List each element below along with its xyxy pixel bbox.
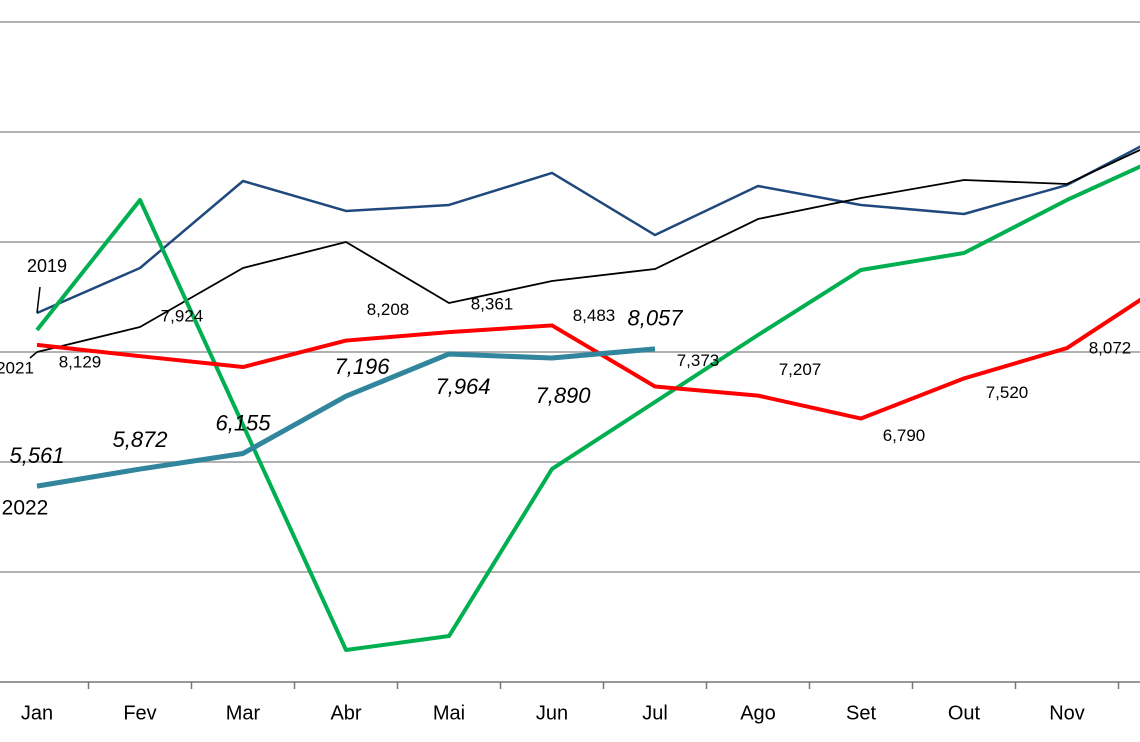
x-tick-label: Nov [1049, 702, 1085, 724]
data-label: 6,790 [883, 426, 926, 445]
data-label: 8,072 [1089, 339, 1132, 358]
data-label: 8,483 [573, 306, 616, 325]
series-label: 2021 [0, 358, 34, 377]
data-label: 7,520 [986, 383, 1029, 402]
series-line [36, 145, 1140, 315]
data-label: 5,872 [112, 427, 167, 452]
x-tick-label: Fev [123, 702, 156, 724]
x-tick-label: Set [846, 702, 876, 724]
series-line [36, 346, 656, 489]
x-tick-label: Jun [536, 702, 568, 724]
data-label: 7,373 [677, 351, 720, 370]
x-tick-label: Jul [642, 702, 668, 724]
data-label: 8,361 [471, 295, 514, 314]
data-label: 7,924 [161, 307, 204, 326]
label-leader [36, 286, 41, 314]
x-tick-label: Mar [226, 702, 261, 724]
x-tick-label: Jan [21, 702, 53, 724]
series-line [36, 148, 1140, 353]
data-label: 7,890 [535, 383, 591, 408]
x-tick-label: Ago [740, 702, 776, 724]
data-label: 8,057 [627, 306, 683, 331]
data-label: 8,208 [367, 300, 410, 319]
x-tick-label: Abr [330, 702, 361, 724]
x-tick-label: Out [948, 702, 981, 724]
series-label: 2022 [2, 497, 49, 520]
x-tick-label: Mai [433, 702, 465, 724]
data-label: 8,129 [59, 352, 102, 371]
data-label: 7,964 [435, 374, 490, 399]
data-label: 6,155 [215, 410, 271, 435]
data-label: 5,561 [9, 443, 64, 468]
series-line [35, 164, 1140, 652]
data-label: 7,196 [334, 354, 390, 379]
data-label: 7,207 [779, 360, 822, 379]
series-label: 2019 [27, 256, 67, 276]
label-leader [29, 351, 38, 359]
